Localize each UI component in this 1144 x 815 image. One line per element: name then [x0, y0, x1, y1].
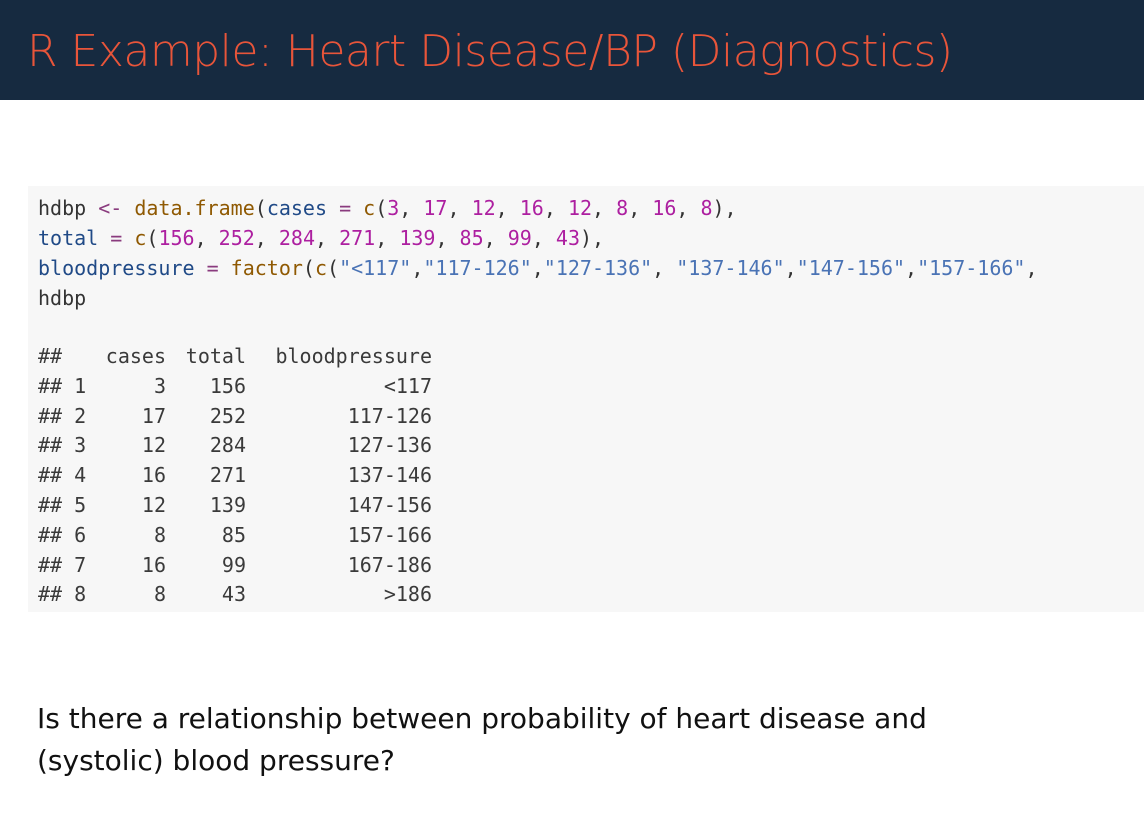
output-cell: 85 [221, 522, 246, 547]
code-literal: 139 [399, 226, 436, 250]
code-eq: = [194, 256, 231, 280]
output-cell: 137-146 [347, 463, 432, 488]
output-row: ## 7 16 99 167-186 [38, 553, 432, 577]
code-fn-c: c [314, 256, 328, 280]
output-cell: 167-186 [347, 552, 432, 577]
code-literal: "147-156" [796, 256, 906, 280]
output-cell: ## 7 [38, 552, 87, 577]
code-literal: 16 [652, 196, 677, 220]
code-var: hdbp [38, 196, 87, 220]
code-strings: "<117","117-126","127-136", "137-146","1… [339, 256, 1026, 280]
code-literal: 8 [700, 196, 713, 220]
output-cell: ## [38, 344, 63, 368]
output-cell: 3 [153, 373, 166, 398]
code-literal: 85 [459, 226, 484, 250]
output-cell: ## 8 [38, 582, 87, 607]
code-close: ), [580, 226, 605, 250]
code-line-2: total = c(156, 252, 284, 271, 139, 85, 9… [38, 226, 604, 250]
output-cell: total [185, 344, 246, 368]
output-cell: ## 1 [38, 373, 87, 398]
code-fn-c: c [363, 196, 376, 220]
output-cell: 43 [221, 582, 246, 607]
code-line-3: bloodpressure = factor(c("<117","117-126… [38, 256, 1038, 280]
output-row: ## 3 12 284 127-136 [38, 433, 432, 457]
code-literal: 156 [158, 226, 195, 250]
output-cell: 12 [141, 493, 166, 517]
output-cell: ## 3 [38, 433, 87, 458]
code-assign: <- [86, 196, 135, 220]
question-text: Is there a relationship between probabil… [37, 702, 927, 777]
output-cell: 99 [221, 552, 246, 577]
output-cell: 156 [209, 373, 246, 398]
output-cell: <117 [383, 373, 432, 398]
output-cell: 8 [153, 582, 166, 607]
code-literal: 252 [218, 226, 255, 250]
code-values: 156, 252, 284, 271, 139, 85, 99, 43 [158, 226, 580, 250]
output-cell: 127-136 [347, 433, 432, 458]
code-line-4: hdbp [38, 286, 87, 310]
output-cell: cases [105, 344, 166, 368]
code-eq: = [327, 196, 364, 220]
title-bar: R Example: Heart Disease/BP (Diagnostics… [0, 0, 1144, 100]
code-literal: 284 [278, 226, 315, 250]
output-cell: 139 [209, 493, 246, 517]
code-literal: 99 [507, 226, 532, 250]
code-literal: "<117" [339, 256, 412, 280]
output-cell: 284 [209, 433, 246, 458]
code-fn-factor: factor [230, 256, 303, 280]
output-cell: ## 5 [38, 493, 87, 517]
code-literal: 3 [387, 196, 400, 220]
slide-title: R Example: Heart Disease/BP (Diagnostics… [27, 26, 953, 77]
code-paren: ( [302, 256, 315, 280]
code-arg-cases: cases [266, 196, 328, 220]
code-literal: 16 [519, 196, 544, 220]
code-line-1: hdbp <- data.frame(cases = c(3, 17, 12, … [38, 196, 737, 220]
code-literal: 12 [567, 196, 593, 220]
output-cell: ## 6 [38, 522, 87, 547]
output-cell: 16 [141, 463, 166, 488]
output-row: ## 1 3 156 <117 [38, 374, 432, 398]
code-paren: ( [146, 226, 159, 250]
code-literal: "117-126" [423, 256, 532, 280]
output-cell: 271 [209, 463, 246, 488]
output-cell: 117-126 [347, 403, 432, 428]
output-cell: 157-166 [347, 522, 432, 547]
code-literal: 8 [616, 196, 629, 220]
code-literal: "127-136" [543, 256, 653, 280]
code-literal: "137-146" [664, 256, 785, 280]
output-row: ## 5 12 139 147-156 [38, 493, 432, 517]
output-row: ## 4 16 271 137-146 [38, 463, 432, 487]
code-arg-total: total [38, 226, 99, 250]
code-close: , [1025, 256, 1038, 280]
output-cell: 12 [141, 433, 166, 458]
code-eq: = [98, 226, 135, 250]
code-literal: 43 [555, 226, 580, 250]
code-paren: ( [254, 196, 267, 220]
output-cell: 8 [153, 522, 166, 547]
code-paren: ( [375, 196, 388, 220]
output-cell: 252 [209, 403, 246, 428]
output-header: ## cases total bloodpressure [38, 344, 432, 368]
code-values: 3, 17, 12, 16, 12, 8, 16, 8 [387, 196, 713, 220]
output-cell: ## 2 [38, 403, 87, 428]
code-literal: 17 [423, 196, 448, 220]
output-cell: >186 [383, 582, 432, 607]
output-row: ## 2 17 252 117-126 [38, 404, 432, 428]
code-literal: 12 [471, 196, 496, 220]
code-panel: hdbp <- data.frame(cases = c(3, 17, 12, … [28, 186, 1144, 612]
code-arg-bloodpressure: bloodpressure [38, 256, 195, 280]
code-fn-data-frame: data.frame [134, 196, 255, 220]
code-literal: "157-166" [917, 256, 1026, 280]
code-paren: ( [327, 256, 340, 280]
code-fn-c: c [134, 226, 147, 250]
output-row: ## 6 8 85 157-166 [38, 523, 432, 547]
output-cell: 147-156 [347, 493, 432, 517]
output-cell: 17 [141, 403, 166, 428]
output-cell: ## 4 [38, 463, 87, 488]
output-cell: bloodpressure [275, 344, 432, 368]
code-close: ), [712, 196, 737, 220]
code-literal: 271 [339, 226, 376, 250]
output-row: ## 8 8 43 >186 [38, 582, 432, 606]
output-cell: 16 [141, 552, 166, 577]
